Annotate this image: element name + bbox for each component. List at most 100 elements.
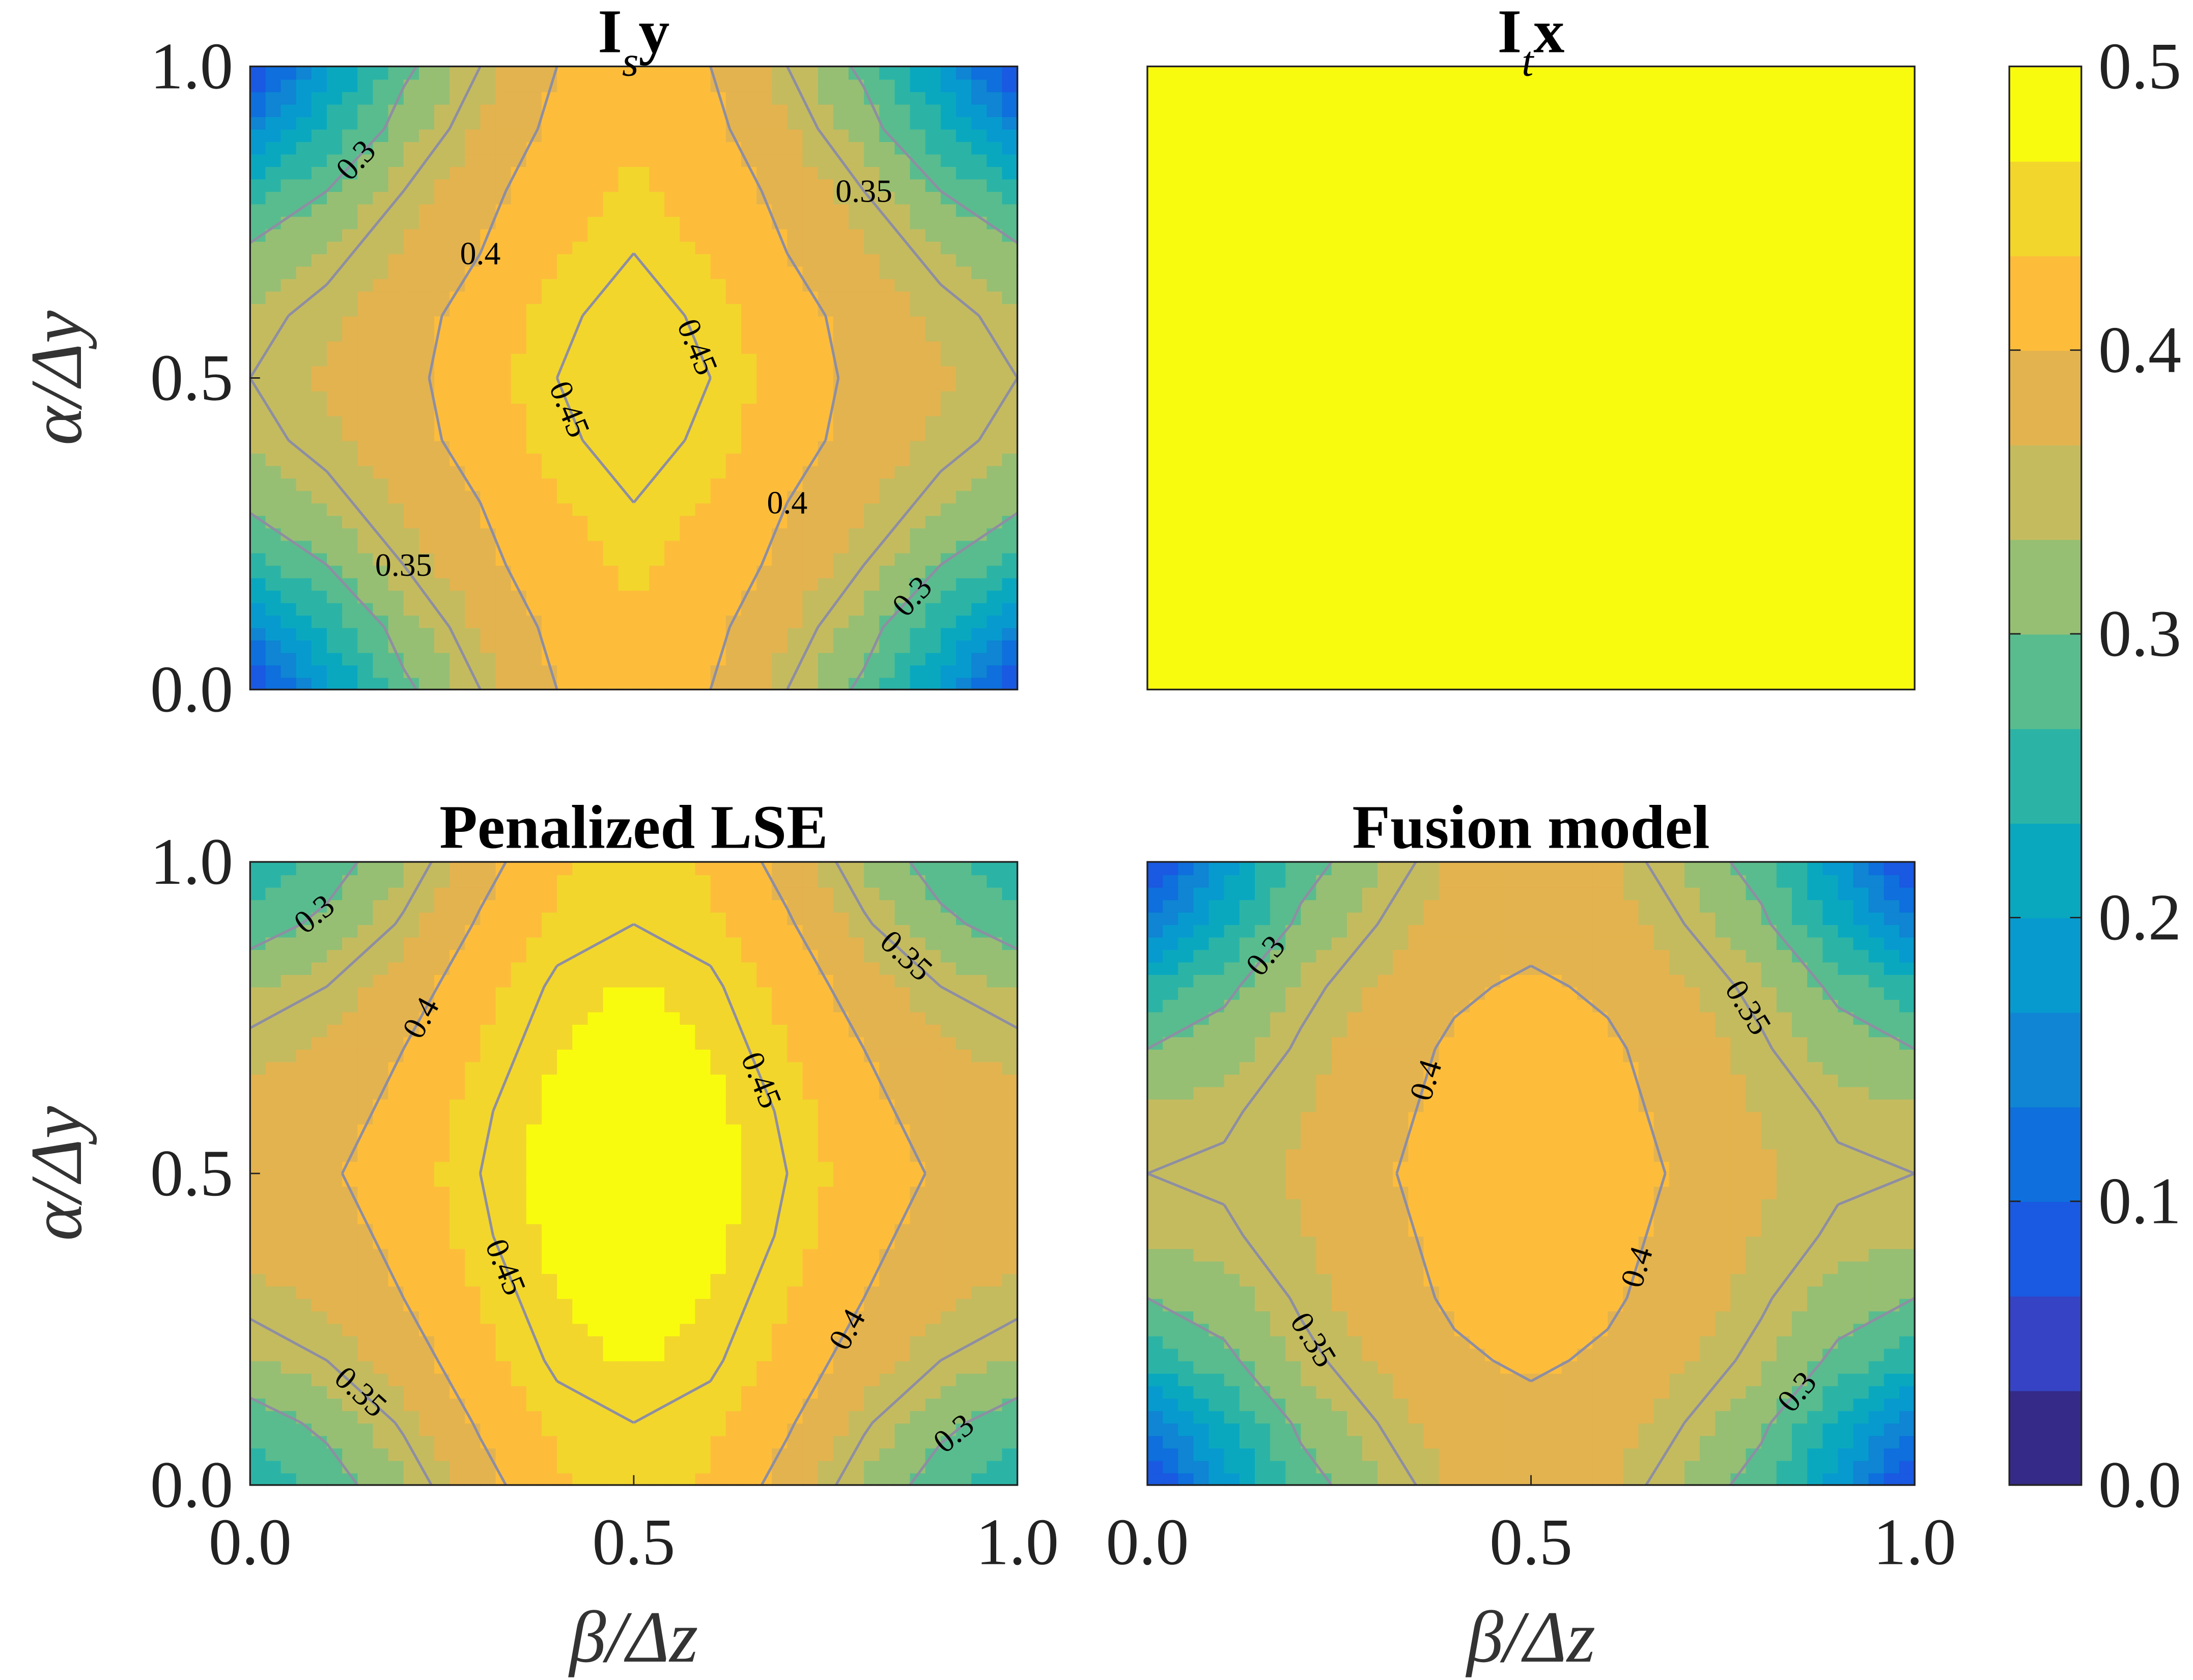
contour-fill [265, 365, 282, 379]
contour-fill [818, 1173, 834, 1187]
contour-fill [418, 490, 435, 503]
contour-fill [971, 502, 988, 516]
contour-fill [495, 91, 512, 105]
contour-fill [403, 490, 420, 503]
contour-fill [511, 1136, 527, 1150]
contour-fill [403, 602, 420, 616]
contour-fill [955, 627, 972, 641]
contour-fill [910, 403, 926, 416]
contour-fill [373, 166, 389, 180]
contour-fill [864, 999, 880, 1013]
contour-fill [695, 78, 712, 93]
contour-fill [250, 128, 267, 142]
contour-fill [542, 1036, 558, 1050]
contour-fill [373, 291, 389, 304]
contour-fill [633, 1074, 650, 1087]
contour-fill [618, 153, 635, 167]
contour-fill [296, 1385, 313, 1399]
contour-fill [373, 1447, 389, 1461]
contour-fill [940, 652, 957, 666]
contour-fill [787, 1472, 804, 1486]
contour-fill [756, 316, 773, 329]
contour-fill [511, 1323, 527, 1336]
contour-fill [327, 639, 343, 653]
contour-fill [756, 1049, 773, 1062]
contour-fill [787, 949, 804, 963]
contour-fill [280, 1211, 297, 1224]
contour-fill [373, 1373, 389, 1386]
contour-fill [741, 203, 757, 217]
contour-fill [818, 552, 834, 566]
contour-fill [987, 141, 1003, 155]
contour-fill [296, 1124, 313, 1137]
contour-fill [633, 540, 650, 553]
contour-fill [587, 899, 604, 913]
contour-fill [280, 1447, 297, 1461]
contour-fill [664, 1285, 681, 1299]
contour-fill [388, 1111, 405, 1125]
contour-fill [250, 886, 267, 901]
contour-fill [925, 278, 942, 292]
contour-fill [864, 1124, 880, 1137]
contour-fill [265, 253, 282, 267]
contour-fill [940, 961, 957, 975]
contour-fill [311, 453, 328, 466]
contour-line [288, 283, 328, 317]
contour-fill [373, 862, 389, 876]
contour-fill [465, 1198, 482, 1212]
contour-fill [725, 590, 742, 603]
contour-fill [695, 91, 712, 105]
contour-fill [833, 328, 850, 342]
contour-fill [710, 1273, 727, 1286]
contour-fill [725, 228, 742, 242]
contour-fill [511, 515, 527, 528]
contour-fill [695, 936, 712, 950]
contour-fill [296, 602, 313, 616]
contour-fill [818, 1124, 834, 1137]
contour-fill [373, 465, 389, 479]
contour-label: 0.4 [767, 485, 807, 521]
contour-fill [296, 166, 313, 180]
contour-fill [971, 415, 988, 429]
contour-fill [864, 340, 880, 354]
contour-fill [664, 1111, 681, 1125]
contour-fill [925, 91, 942, 105]
contour-fill [848, 1099, 865, 1112]
contour-fill [971, 178, 988, 192]
contour-fill [940, 78, 957, 93]
contour-fill [311, 390, 328, 404]
contour-fill [557, 316, 574, 329]
contour-fill [250, 540, 267, 553]
contour-fill [971, 440, 988, 454]
contour-fill [680, 614, 696, 628]
contour-fill [618, 141, 635, 155]
contour-fill [587, 340, 604, 354]
contour-fill [357, 1410, 374, 1424]
contour-fill [848, 1086, 865, 1100]
contour-fill [787, 340, 804, 354]
contour-fill [449, 664, 466, 678]
contour-fill [557, 936, 574, 950]
contour-fill [787, 1447, 804, 1461]
contour-fill [403, 627, 420, 641]
contour-fill [465, 465, 482, 479]
contour-fill [695, 1124, 712, 1137]
contour-fill [955, 1198, 972, 1212]
contour-fill [311, 241, 328, 255]
contour-fill [894, 1036, 911, 1050]
contour-line [249, 190, 328, 244]
contour-fill [910, 986, 926, 1000]
contour-fill [587, 1385, 604, 1399]
contour-fill [802, 974, 819, 988]
contour-fill [710, 1236, 727, 1249]
contour-fill [925, 490, 942, 503]
contour-fill [864, 1435, 880, 1449]
contour-fill [955, 949, 972, 963]
contour-fill [864, 365, 880, 379]
contour-fill [772, 1273, 789, 1286]
contour-fill [418, 1285, 435, 1299]
contour-fill [265, 1049, 282, 1062]
contour-fill [664, 178, 681, 192]
contour-fill [741, 1435, 757, 1449]
contour-fill [603, 1186, 620, 1199]
